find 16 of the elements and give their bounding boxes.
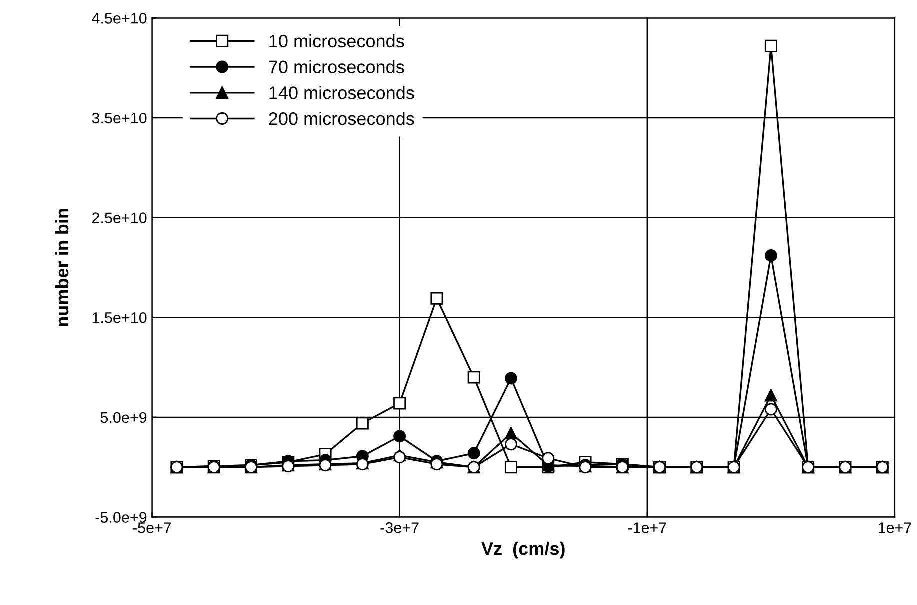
legend-label: 200 microseconds	[269, 112, 414, 126]
legend-label: 140 microseconds	[270, 86, 414, 100]
legend-label: 70 microseconds	[269, 60, 404, 74]
x-axis-title: Vz (cm/s)	[482, 542, 565, 559]
x-tick-label: 1e+7	[878, 522, 912, 534]
y-axis-title: number in bin	[55, 209, 69, 326]
y-tick-label: 5.0e+9	[100, 412, 147, 424]
y-tick-label: 4.5e+10	[92, 13, 147, 24]
legend-label: 10 microseconds	[270, 34, 404, 48]
x-tick-label: -1e+7	[628, 522, 666, 534]
x-tick-label: -5e+7	[133, 522, 172, 534]
y-tick-label: 2.5e+10	[92, 212, 147, 224]
x-tick-label: -3e+7	[380, 522, 419, 534]
y-tick-label: 3.5e+10	[92, 112, 147, 124]
y-tick-label: 1.5e+10	[92, 312, 147, 324]
y-tick-label: -5.0e+9	[96, 512, 147, 523]
